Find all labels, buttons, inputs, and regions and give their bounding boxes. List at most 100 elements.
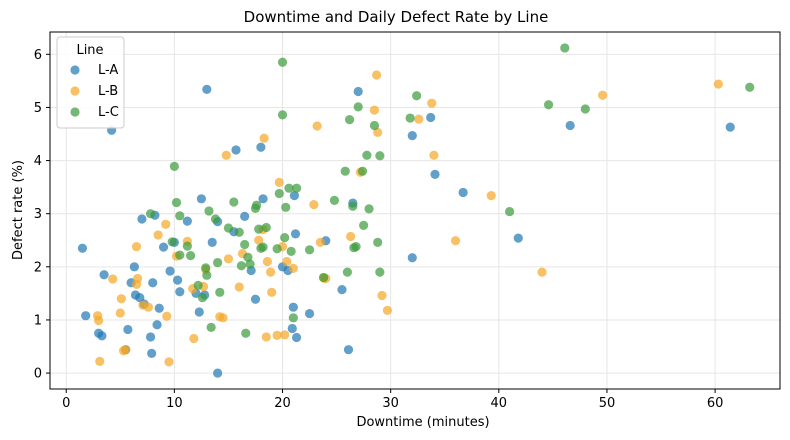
data-point (272, 330, 282, 340)
y-tick-label: 2 (34, 260, 42, 275)
grid (50, 32, 780, 389)
data-point (543, 100, 554, 110)
x-tick-label: 0 (62, 396, 70, 411)
data-point (145, 332, 156, 342)
data-point (414, 114, 424, 124)
data-point (580, 104, 590, 114)
data-point (262, 256, 272, 267)
data-point (377, 290, 387, 301)
data-point (288, 313, 298, 323)
data-point (185, 251, 196, 261)
data-point (272, 244, 282, 254)
data-point (223, 223, 234, 233)
data-point (245, 259, 255, 269)
data-point (240, 239, 250, 250)
data-point (288, 263, 298, 274)
data-point (309, 200, 319, 210)
data-point (182, 241, 192, 251)
data-point (486, 191, 496, 201)
data-point (258, 242, 268, 252)
data-point (267, 287, 277, 297)
data-point (99, 270, 109, 280)
data-point (202, 270, 212, 280)
data-point (77, 243, 88, 253)
data-point (193, 280, 203, 291)
data-point (165, 266, 175, 276)
data-point (281, 202, 291, 212)
data-point (280, 232, 290, 243)
data-point (382, 305, 393, 315)
data-point (304, 308, 315, 319)
data-point (158, 242, 169, 252)
data-point (236, 261, 247, 271)
data-point (346, 231, 356, 242)
data-point (173, 275, 183, 285)
legend-label: L-A (98, 63, 118, 78)
x-axis-label: Downtime (minutes) (356, 415, 489, 430)
legend-title: Line (76, 43, 103, 58)
series-l-a (77, 84, 735, 378)
data-point (145, 209, 156, 219)
data-point (148, 278, 158, 288)
x-tick-label: 40 (491, 396, 508, 411)
data-point (343, 345, 354, 355)
data-point (201, 263, 211, 273)
data-point (372, 70, 382, 80)
data-point (210, 214, 221, 224)
data-point (243, 252, 253, 262)
data-point (290, 229, 301, 239)
data-point (289, 191, 300, 201)
data-point (147, 348, 157, 359)
data-point (357, 166, 368, 176)
data-point (162, 311, 172, 321)
data-point (171, 197, 182, 208)
data-point (427, 98, 437, 108)
data-point (598, 90, 608, 100)
data-point (337, 285, 347, 295)
data-point (154, 303, 164, 313)
data-point (123, 324, 133, 335)
data-point (373, 237, 383, 247)
y-tick-label: 4 (34, 154, 42, 169)
x-tick-label: 60 (707, 396, 724, 411)
data-point (221, 150, 231, 160)
data-point (340, 166, 350, 176)
data-point (175, 287, 185, 297)
data-point (218, 313, 228, 323)
data-point (194, 307, 204, 317)
data-point (537, 267, 547, 277)
data-point (304, 245, 315, 255)
data-point (204, 206, 214, 216)
y-axis-label: Defect rate (%) (11, 160, 26, 260)
y-tick-label: 6 (34, 48, 42, 63)
data-point (95, 356, 105, 366)
data-point (513, 233, 523, 243)
data-point (329, 195, 340, 206)
data-point (364, 204, 374, 214)
data-point (94, 315, 104, 326)
data-point (405, 113, 415, 123)
data-point (286, 246, 296, 257)
data-point (202, 84, 212, 94)
data-point (234, 227, 244, 237)
legend-entries: L-A L-B L-C (70, 63, 119, 120)
data-point (250, 294, 261, 304)
data-point (129, 262, 139, 272)
data-point (261, 222, 271, 233)
data-point (375, 151, 385, 161)
data-point (407, 130, 417, 141)
data-point (207, 237, 217, 247)
data-point (116, 294, 126, 304)
data-point (175, 250, 185, 260)
data-point (152, 320, 162, 330)
data-point (137, 214, 147, 224)
data-point (197, 293, 208, 303)
x-tick-label: 10 (166, 396, 183, 411)
data-point (373, 127, 383, 138)
data-point (351, 242, 361, 252)
data-point (182, 216, 192, 226)
data-point (344, 115, 355, 125)
data-point (725, 122, 735, 132)
data-point (81, 311, 91, 321)
data-point (342, 267, 353, 277)
